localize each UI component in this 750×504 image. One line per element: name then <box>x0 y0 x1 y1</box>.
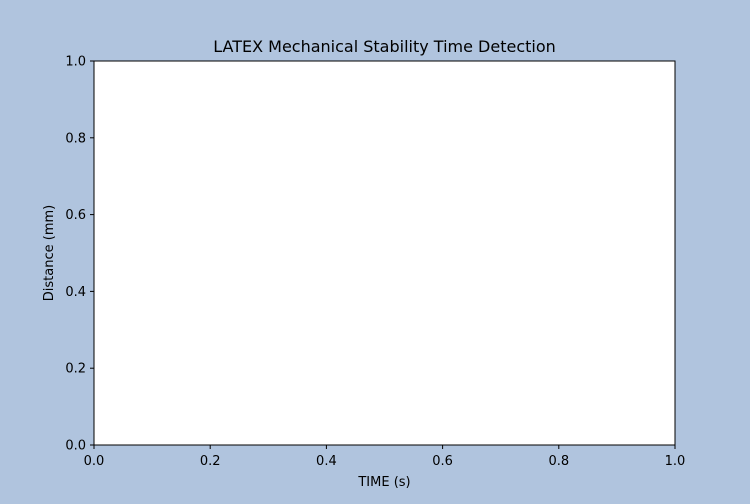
x-tick-label: 1.0 <box>665 454 686 469</box>
x-tick-label: 0.4 <box>316 454 337 469</box>
y-axis-label: Distance (mm) <box>42 205 57 301</box>
y-tick-label: 0.0 <box>65 439 86 454</box>
chart-title: LATEX Mechanical Stability Time Detectio… <box>213 37 556 56</box>
y-tick-label: 0.6 <box>65 208 86 223</box>
y-tick-label: 1.0 <box>65 55 86 70</box>
y-tick-label: 0.2 <box>65 362 86 377</box>
x-tick-label: 0.6 <box>432 454 453 469</box>
x-tick-label: 0.8 <box>548 454 569 469</box>
y-axis-ticks: 0.0 0.2 0.4 0.6 0.8 1.0 <box>65 55 94 454</box>
y-tick-label: 0.8 <box>65 131 86 146</box>
y-tick-label: 0.4 <box>65 285 86 300</box>
x-axis-ticks: 0.0 0.2 0.4 0.6 0.8 1.0 <box>84 445 686 469</box>
x-tick-label: 0.2 <box>200 454 221 469</box>
plot-area <box>93 60 676 446</box>
x-axis-label: TIME (s) <box>357 475 410 490</box>
x-tick-label: 0.0 <box>84 454 105 469</box>
